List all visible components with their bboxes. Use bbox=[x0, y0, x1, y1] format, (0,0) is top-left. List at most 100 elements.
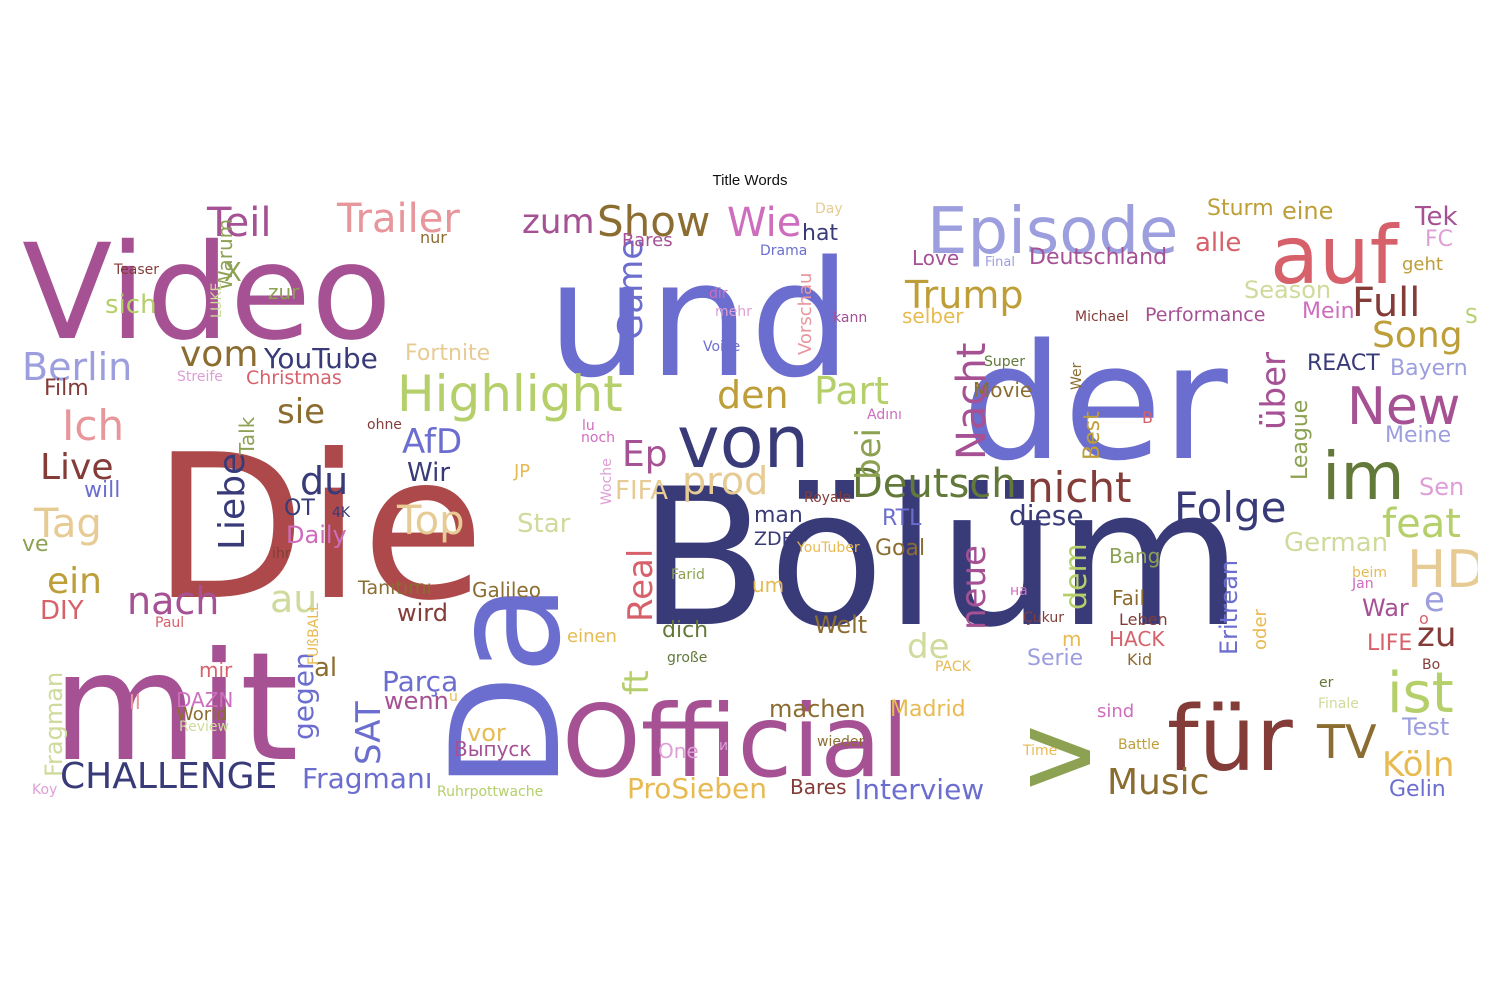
word-music: Music bbox=[1107, 761, 1210, 802]
word-rares: Rares bbox=[622, 229, 673, 251]
word-german: German bbox=[1284, 527, 1389, 558]
word-parc-a: Parça bbox=[382, 665, 459, 699]
word-pack: PACK bbox=[935, 659, 971, 676]
word-e: e bbox=[1424, 580, 1445, 621]
word-fragman: Fragman bbox=[40, 671, 68, 777]
word-ve: ve bbox=[22, 531, 49, 557]
word-world: World bbox=[176, 703, 228, 725]
word-s: S bbox=[1465, 304, 1478, 329]
word-sie: sie bbox=[277, 392, 326, 433]
word-zum: zum bbox=[522, 202, 595, 243]
word-hd: HD bbox=[1407, 540, 1478, 601]
word-zu: zu bbox=[1417, 615, 1457, 656]
word-hack: HACK bbox=[1109, 627, 1165, 652]
word-ihr: ihr bbox=[272, 546, 291, 563]
word-deutschland: Deutschland bbox=[1029, 244, 1168, 270]
word-wer: Wer bbox=[1069, 362, 1085, 390]
word-au: au bbox=[270, 577, 318, 622]
word-ist: ist bbox=[1387, 661, 1454, 727]
word-ko-ln: Köln bbox=[1382, 745, 1455, 786]
word-ot: OT bbox=[284, 495, 315, 521]
word-serie: Serie bbox=[1027, 645, 1084, 671]
word-de: de bbox=[907, 627, 950, 668]
word-fifa: FIFA bbox=[615, 475, 668, 506]
word-sich: sich bbox=[105, 289, 157, 320]
word-tek: Tek bbox=[1415, 201, 1458, 232]
word-meine: Meine bbox=[1385, 422, 1452, 448]
word-finale: Finale bbox=[1318, 696, 1359, 713]
word-du: du bbox=[300, 459, 349, 504]
word-lu: lu bbox=[582, 418, 595, 435]
word-einen: einen bbox=[567, 625, 617, 647]
word-top: Top bbox=[397, 497, 465, 544]
word-live: Live bbox=[40, 446, 114, 488]
word-official: Official bbox=[562, 683, 910, 800]
word-kid: Kid bbox=[1127, 649, 1153, 669]
word-bo-lu-m: Bölüm bbox=[638, 447, 1243, 669]
word-tv: TV bbox=[1317, 715, 1377, 770]
word-drama: Drama bbox=[760, 243, 808, 260]
word-bei: bei bbox=[849, 428, 889, 480]
word-madrid: Madrid bbox=[890, 696, 966, 722]
word-season: Season bbox=[1244, 276, 1332, 305]
word-bo: Bo bbox=[1422, 657, 1441, 674]
word-ein: ein bbox=[47, 560, 102, 602]
word-luke: LUKE bbox=[209, 282, 225, 318]
word-berlin: Berlin bbox=[22, 345, 133, 390]
word-super: Super bbox=[984, 354, 1026, 371]
word-review: Review bbox=[179, 719, 229, 736]
word-real: Real bbox=[621, 548, 661, 622]
word-war: War bbox=[1362, 594, 1409, 623]
word-trailer: Trailer bbox=[337, 195, 460, 242]
word-auf: auf bbox=[1270, 208, 1398, 302]
word-fragman: Fragmanı bbox=[302, 762, 433, 796]
word-ft: ft bbox=[617, 670, 657, 695]
word-bang: Bang bbox=[1109, 544, 1161, 569]
word-u: u bbox=[449, 689, 458, 706]
word-sind: sind bbox=[1097, 700, 1135, 722]
word-selber: selber bbox=[902, 304, 964, 329]
word-ii: II bbox=[129, 690, 141, 715]
word-tag: Tag bbox=[34, 500, 102, 547]
word-x: X bbox=[224, 257, 242, 288]
word-react: REACT bbox=[1307, 350, 1380, 376]
word-dir: dir bbox=[709, 286, 728, 303]
word-fc: FC bbox=[1425, 226, 1454, 252]
word-cloud: Bölüm Die und der Video mit Da Official auf v für E… bbox=[22, 190, 1478, 802]
word-new: New bbox=[1347, 377, 1461, 438]
word-folge: Folge bbox=[1174, 483, 1287, 533]
word-x: на bbox=[1010, 583, 1028, 600]
word-interview: Interview bbox=[854, 773, 985, 802]
word-nicht: nicht bbox=[1027, 463, 1132, 513]
word-liebe: Liebe bbox=[212, 452, 253, 550]
word-zur: zur bbox=[268, 280, 300, 305]
word-prod: prod bbox=[682, 459, 769, 504]
word-man: man bbox=[754, 502, 803, 528]
word-vom: vom bbox=[180, 333, 259, 375]
word-michael: Michael bbox=[1075, 309, 1129, 326]
word-wenn: wenn bbox=[384, 687, 449, 716]
word-voice: Voice bbox=[703, 339, 741, 356]
word-show: Show bbox=[597, 197, 711, 247]
word-wir: Wir bbox=[407, 457, 451, 488]
word-der: der bbox=[962, 309, 1228, 497]
word-teaser: Teaser bbox=[114, 262, 160, 279]
word-video: Video bbox=[22, 216, 392, 371]
word-tan-t-m: Tanıtımı bbox=[358, 577, 432, 600]
word-afd: AfD bbox=[402, 422, 463, 463]
word-x: Выпуск bbox=[454, 737, 532, 762]
word-final: Final bbox=[985, 254, 1015, 270]
word-part: Part bbox=[814, 369, 890, 414]
word-den: den bbox=[717, 373, 789, 418]
word-battle: Battle bbox=[1118, 737, 1160, 754]
word-dem: dem bbox=[1059, 543, 1094, 610]
word-mit: mit bbox=[52, 621, 299, 795]
word-youtube: YouTube bbox=[264, 342, 378, 376]
word-farid: Farid bbox=[671, 567, 705, 584]
word-jp: JP bbox=[514, 460, 531, 482]
word-gelin: Gelin bbox=[1389, 776, 1446, 802]
word-jan: Jan bbox=[1352, 576, 1374, 593]
word-teil: Teil bbox=[207, 199, 272, 246]
word-wird: wird bbox=[397, 599, 448, 628]
word-talk: Talk bbox=[235, 416, 259, 455]
